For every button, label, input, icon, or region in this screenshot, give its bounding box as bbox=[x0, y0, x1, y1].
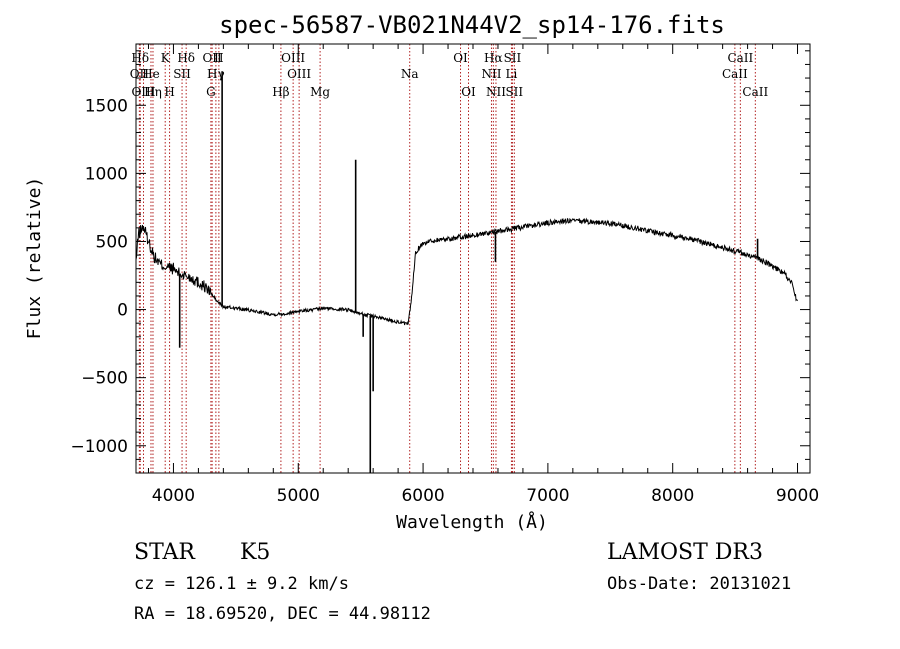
line-marker-label: SII bbox=[504, 51, 522, 65]
line-marker-label: He bbox=[142, 67, 160, 81]
survey-name: LAMOST DR3 bbox=[607, 540, 763, 565]
line-marker-label: SII bbox=[505, 85, 523, 99]
redshift-velocity: cz = 126.1 ± 9.2 km/s bbox=[134, 574, 349, 594]
line-marker-label: CaII bbox=[727, 51, 753, 65]
line-marker-label: K bbox=[161, 51, 171, 65]
line-marker-label: Mg bbox=[310, 85, 330, 99]
y-axis: −1000 −500 0 500 1000 1500 bbox=[70, 50, 810, 460]
line-marker-label: NII bbox=[486, 85, 506, 99]
x-tick-label: 4000 bbox=[152, 486, 195, 506]
line-marker-label: OI bbox=[453, 51, 468, 65]
y-tick-label: −500 bbox=[81, 369, 128, 389]
line-marker-label: CaII bbox=[742, 85, 768, 99]
x-tick-label: 9000 bbox=[776, 486, 819, 506]
y-tick-label: 0 bbox=[117, 301, 128, 321]
sky-coordinates: RA = 18.69520, DEC = 44.98112 bbox=[134, 604, 431, 624]
spectral-subclass: K5 bbox=[240, 540, 271, 565]
line-marker-label: Hγ bbox=[207, 67, 225, 81]
y-tick-label: 500 bbox=[96, 232, 128, 252]
line-marker-label: H bbox=[164, 85, 174, 99]
line-marker-label: Hδ bbox=[177, 51, 195, 65]
y-tick-label: 1000 bbox=[85, 164, 128, 184]
x-tick-label: 8000 bbox=[651, 486, 694, 506]
spectrum-line bbox=[135, 217, 798, 326]
line-marker-label: Li bbox=[506, 67, 518, 81]
line-marker-group bbox=[138, 44, 756, 473]
line-marker-label: OIII bbox=[287, 67, 311, 81]
x-axis: 4000 5000 6000 7000 8000 9000 bbox=[147, 44, 819, 506]
line-marker-label: OII bbox=[130, 67, 150, 81]
line-marker-label: G bbox=[206, 85, 216, 99]
object-class: STAR bbox=[134, 540, 195, 565]
line-marker-label: Hδ bbox=[131, 51, 149, 65]
line-marker-label: Hβ bbox=[272, 85, 289, 99]
y-axis-label: Flux (relative) bbox=[24, 177, 45, 340]
x-tick-label: 5000 bbox=[277, 486, 320, 506]
line-marker-label: Hη bbox=[144, 85, 162, 99]
line-marker-label: Na bbox=[401, 67, 419, 81]
spectrum-chart: spec-56587-VB021N44V2_sp14-176.fits Hδ OI… bbox=[24, 11, 819, 533]
x-axis-label: Wavelength (Å) bbox=[396, 511, 548, 533]
x-tick-label: 7000 bbox=[526, 486, 569, 506]
y-tick-label: 1500 bbox=[85, 96, 128, 116]
line-marker-label: SII bbox=[173, 67, 191, 81]
line-marker-label: OIII bbox=[281, 51, 305, 65]
line-marker-label: Hα bbox=[484, 51, 503, 65]
line-marker-label: OI bbox=[461, 85, 476, 99]
line-marker-label: OIII bbox=[131, 85, 155, 99]
chart-title: spec-56587-VB021N44V2_sp14-176.fits bbox=[219, 11, 725, 39]
line-marker-label: CaII bbox=[722, 67, 748, 81]
plot-frame bbox=[135, 43, 811, 474]
spectrum-spike-group bbox=[178, 71, 759, 473]
line-marker-label: OII bbox=[202, 51, 222, 65]
observation-date: Obs-Date: 20131021 bbox=[607, 574, 792, 594]
line-marker-label: NII bbox=[481, 67, 501, 81]
y-tick-label: −1000 bbox=[70, 437, 128, 457]
x-tick-label: 6000 bbox=[401, 486, 444, 506]
line-marker-label: II bbox=[214, 51, 224, 65]
